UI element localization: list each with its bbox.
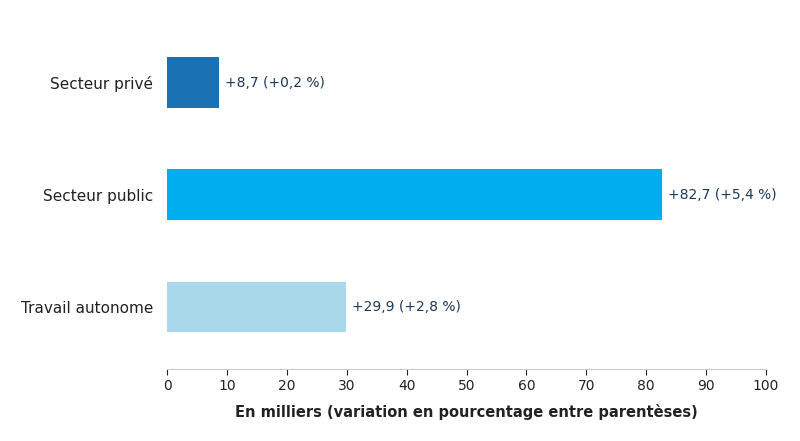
X-axis label: En milliers (variation en pourcentage entre parentèses): En milliers (variation en pourcentage en… xyxy=(235,404,698,420)
Bar xyxy=(167,282,346,332)
Bar xyxy=(167,169,662,220)
Bar xyxy=(167,57,219,108)
Text: +29,9 (+2,8 %): +29,9 (+2,8 %) xyxy=(352,300,461,314)
Text: +8,7 (+0,2 %): +8,7 (+0,2 %) xyxy=(225,75,325,90)
Text: +82,7 (+5,4 %): +82,7 (+5,4 %) xyxy=(668,188,777,202)
